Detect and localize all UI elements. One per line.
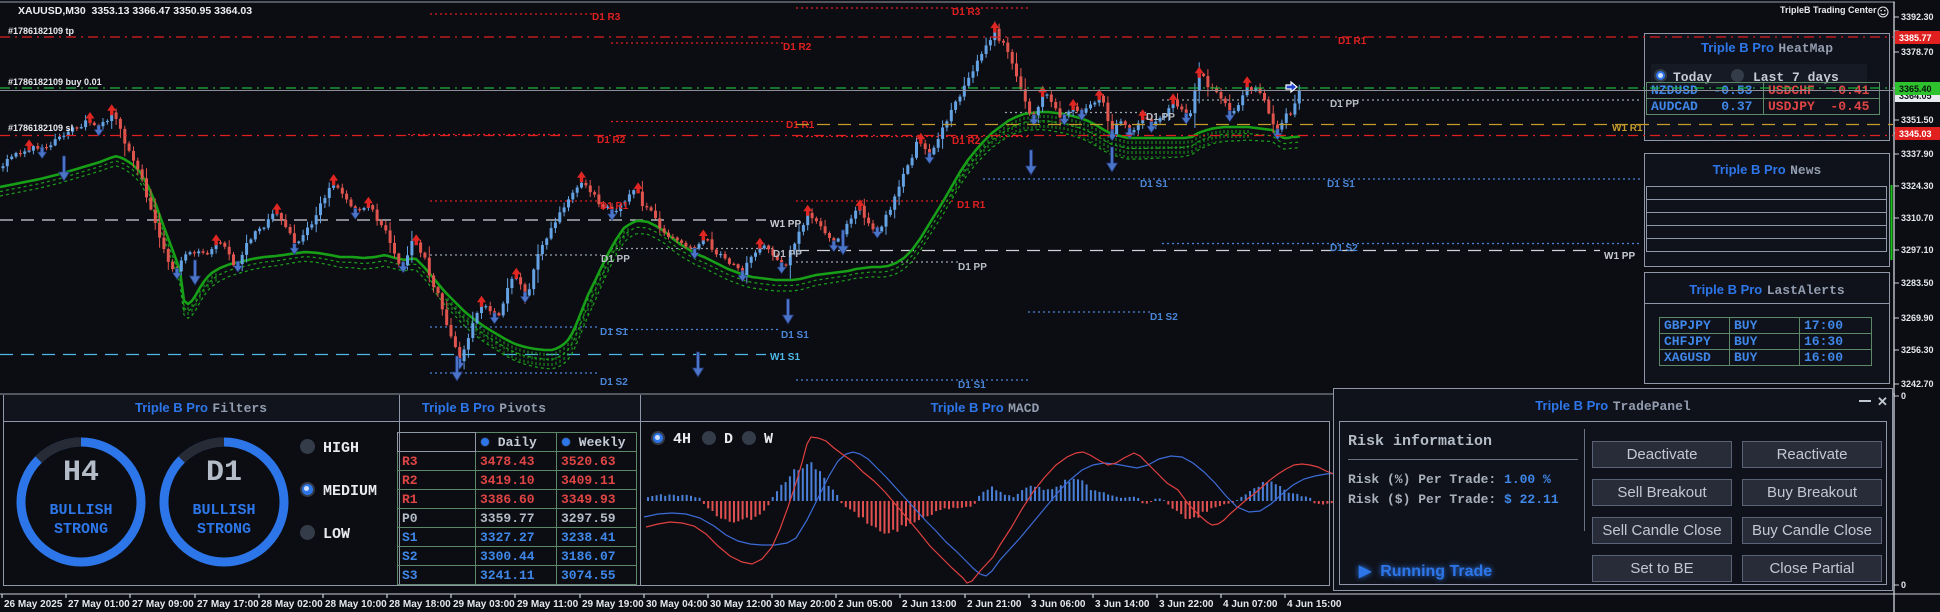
svg-text:3385.77: 3385.77 bbox=[1899, 33, 1932, 43]
svg-text:3365.40: 3365.40 bbox=[1899, 84, 1932, 94]
svg-text:3345.03: 3345.03 bbox=[1899, 129, 1932, 139]
svg-text:3364.05: 3364.05 bbox=[1899, 91, 1932, 101]
